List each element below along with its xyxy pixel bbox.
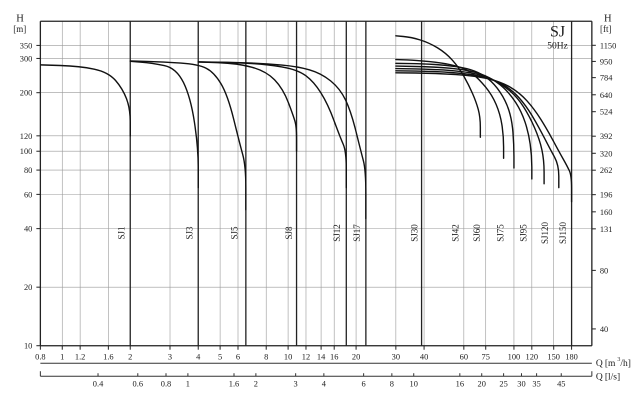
svg-text:1.2: 1.2 [75, 353, 85, 362]
svg-text:131: 131 [600, 225, 613, 234]
svg-text:SJ8: SJ8 [284, 226, 294, 240]
svg-text:14: 14 [317, 353, 326, 362]
svg-text:30: 30 [392, 353, 400, 362]
svg-text:30: 30 [517, 380, 525, 389]
svg-text:12: 12 [302, 353, 310, 362]
svg-text:10: 10 [284, 353, 292, 362]
svg-text:SJ75: SJ75 [495, 224, 505, 242]
svg-text:40: 40 [420, 353, 428, 362]
svg-text:45: 45 [557, 380, 565, 389]
svg-text:392: 392 [600, 132, 613, 141]
svg-text:[l/s]: [l/s] [605, 372, 620, 382]
svg-text:120: 120 [526, 353, 539, 362]
svg-text:SJ30: SJ30 [409, 224, 419, 242]
svg-text:1150: 1150 [600, 41, 616, 50]
svg-text:SJ60: SJ60 [472, 224, 482, 242]
svg-text:320: 320 [600, 149, 613, 158]
svg-text:784: 784 [600, 74, 613, 83]
svg-text:SJ95: SJ95 [518, 224, 528, 242]
svg-text:2: 2 [128, 353, 132, 362]
svg-text:SJ: SJ [550, 24, 565, 41]
svg-text:SJ5: SJ5 [229, 226, 239, 240]
svg-text:60: 60 [24, 190, 32, 199]
svg-text:Q: Q [596, 372, 603, 382]
svg-text:950: 950 [600, 57, 613, 66]
svg-text:SJ42: SJ42 [450, 224, 460, 242]
svg-text:H: H [604, 14, 612, 25]
svg-text:262: 262 [600, 166, 613, 175]
svg-text:[m]: [m] [13, 24, 26, 34]
svg-text:300: 300 [20, 54, 33, 63]
svg-text:6: 6 [236, 353, 240, 362]
svg-text:6: 6 [362, 380, 366, 389]
svg-text:40: 40 [24, 225, 32, 234]
svg-text:8: 8 [264, 353, 268, 362]
svg-text:10: 10 [24, 342, 32, 351]
svg-text:SJ17: SJ17 [352, 224, 362, 242]
svg-text:0.4: 0.4 [93, 380, 104, 389]
svg-text:0.6: 0.6 [133, 380, 143, 389]
svg-text:5: 5 [218, 353, 222, 362]
svg-text:SJ3: SJ3 [185, 226, 195, 240]
svg-text:[ft]: [ft] [600, 24, 612, 34]
svg-text:1.6: 1.6 [103, 353, 113, 362]
svg-text:H: H [16, 14, 24, 25]
svg-text:350: 350 [20, 41, 33, 50]
svg-text:524: 524 [600, 108, 613, 117]
svg-text:640: 640 [600, 91, 613, 100]
svg-text:[m: [m [605, 359, 616, 369]
svg-text:10: 10 [410, 380, 418, 389]
svg-text:SJ1: SJ1 [117, 226, 127, 239]
svg-text:Q: Q [596, 359, 603, 369]
svg-text:20: 20 [478, 380, 486, 389]
svg-text:120: 120 [20, 132, 33, 141]
svg-text:1: 1 [186, 380, 190, 389]
svg-text:75: 75 [482, 353, 490, 362]
svg-text:16: 16 [330, 353, 338, 362]
svg-text:20: 20 [24, 283, 32, 292]
svg-text:1.6: 1.6 [229, 380, 239, 389]
svg-text:60: 60 [460, 353, 468, 362]
svg-text:0.8: 0.8 [35, 353, 45, 362]
svg-text:50Hz: 50Hz [547, 42, 568, 52]
svg-text:80: 80 [24, 166, 32, 175]
svg-text:SJ12: SJ12 [332, 224, 342, 242]
svg-text:16: 16 [456, 380, 464, 389]
svg-text:150: 150 [547, 353, 560, 362]
svg-text:2: 2 [254, 380, 258, 389]
svg-text:40: 40 [600, 325, 608, 334]
svg-text:160: 160 [600, 208, 613, 217]
svg-text:80: 80 [600, 266, 608, 275]
svg-text:20: 20 [352, 353, 360, 362]
svg-text:/h]: /h] [620, 359, 631, 369]
svg-text:200: 200 [20, 89, 33, 98]
svg-text:25: 25 [499, 380, 507, 389]
svg-text:180: 180 [565, 353, 578, 362]
svg-text:35: 35 [532, 380, 540, 389]
svg-text:196: 196 [600, 191, 613, 200]
svg-text:1: 1 [60, 353, 64, 362]
svg-text:100: 100 [20, 147, 33, 156]
svg-text:100: 100 [508, 353, 521, 362]
svg-text:3: 3 [168, 353, 172, 362]
svg-text:0.8: 0.8 [161, 380, 171, 389]
svg-text:SJ120: SJ120 [540, 221, 550, 244]
svg-text:SJ150: SJ150 [558, 221, 568, 244]
svg-text:3: 3 [294, 380, 298, 389]
svg-text:8: 8 [390, 380, 394, 389]
